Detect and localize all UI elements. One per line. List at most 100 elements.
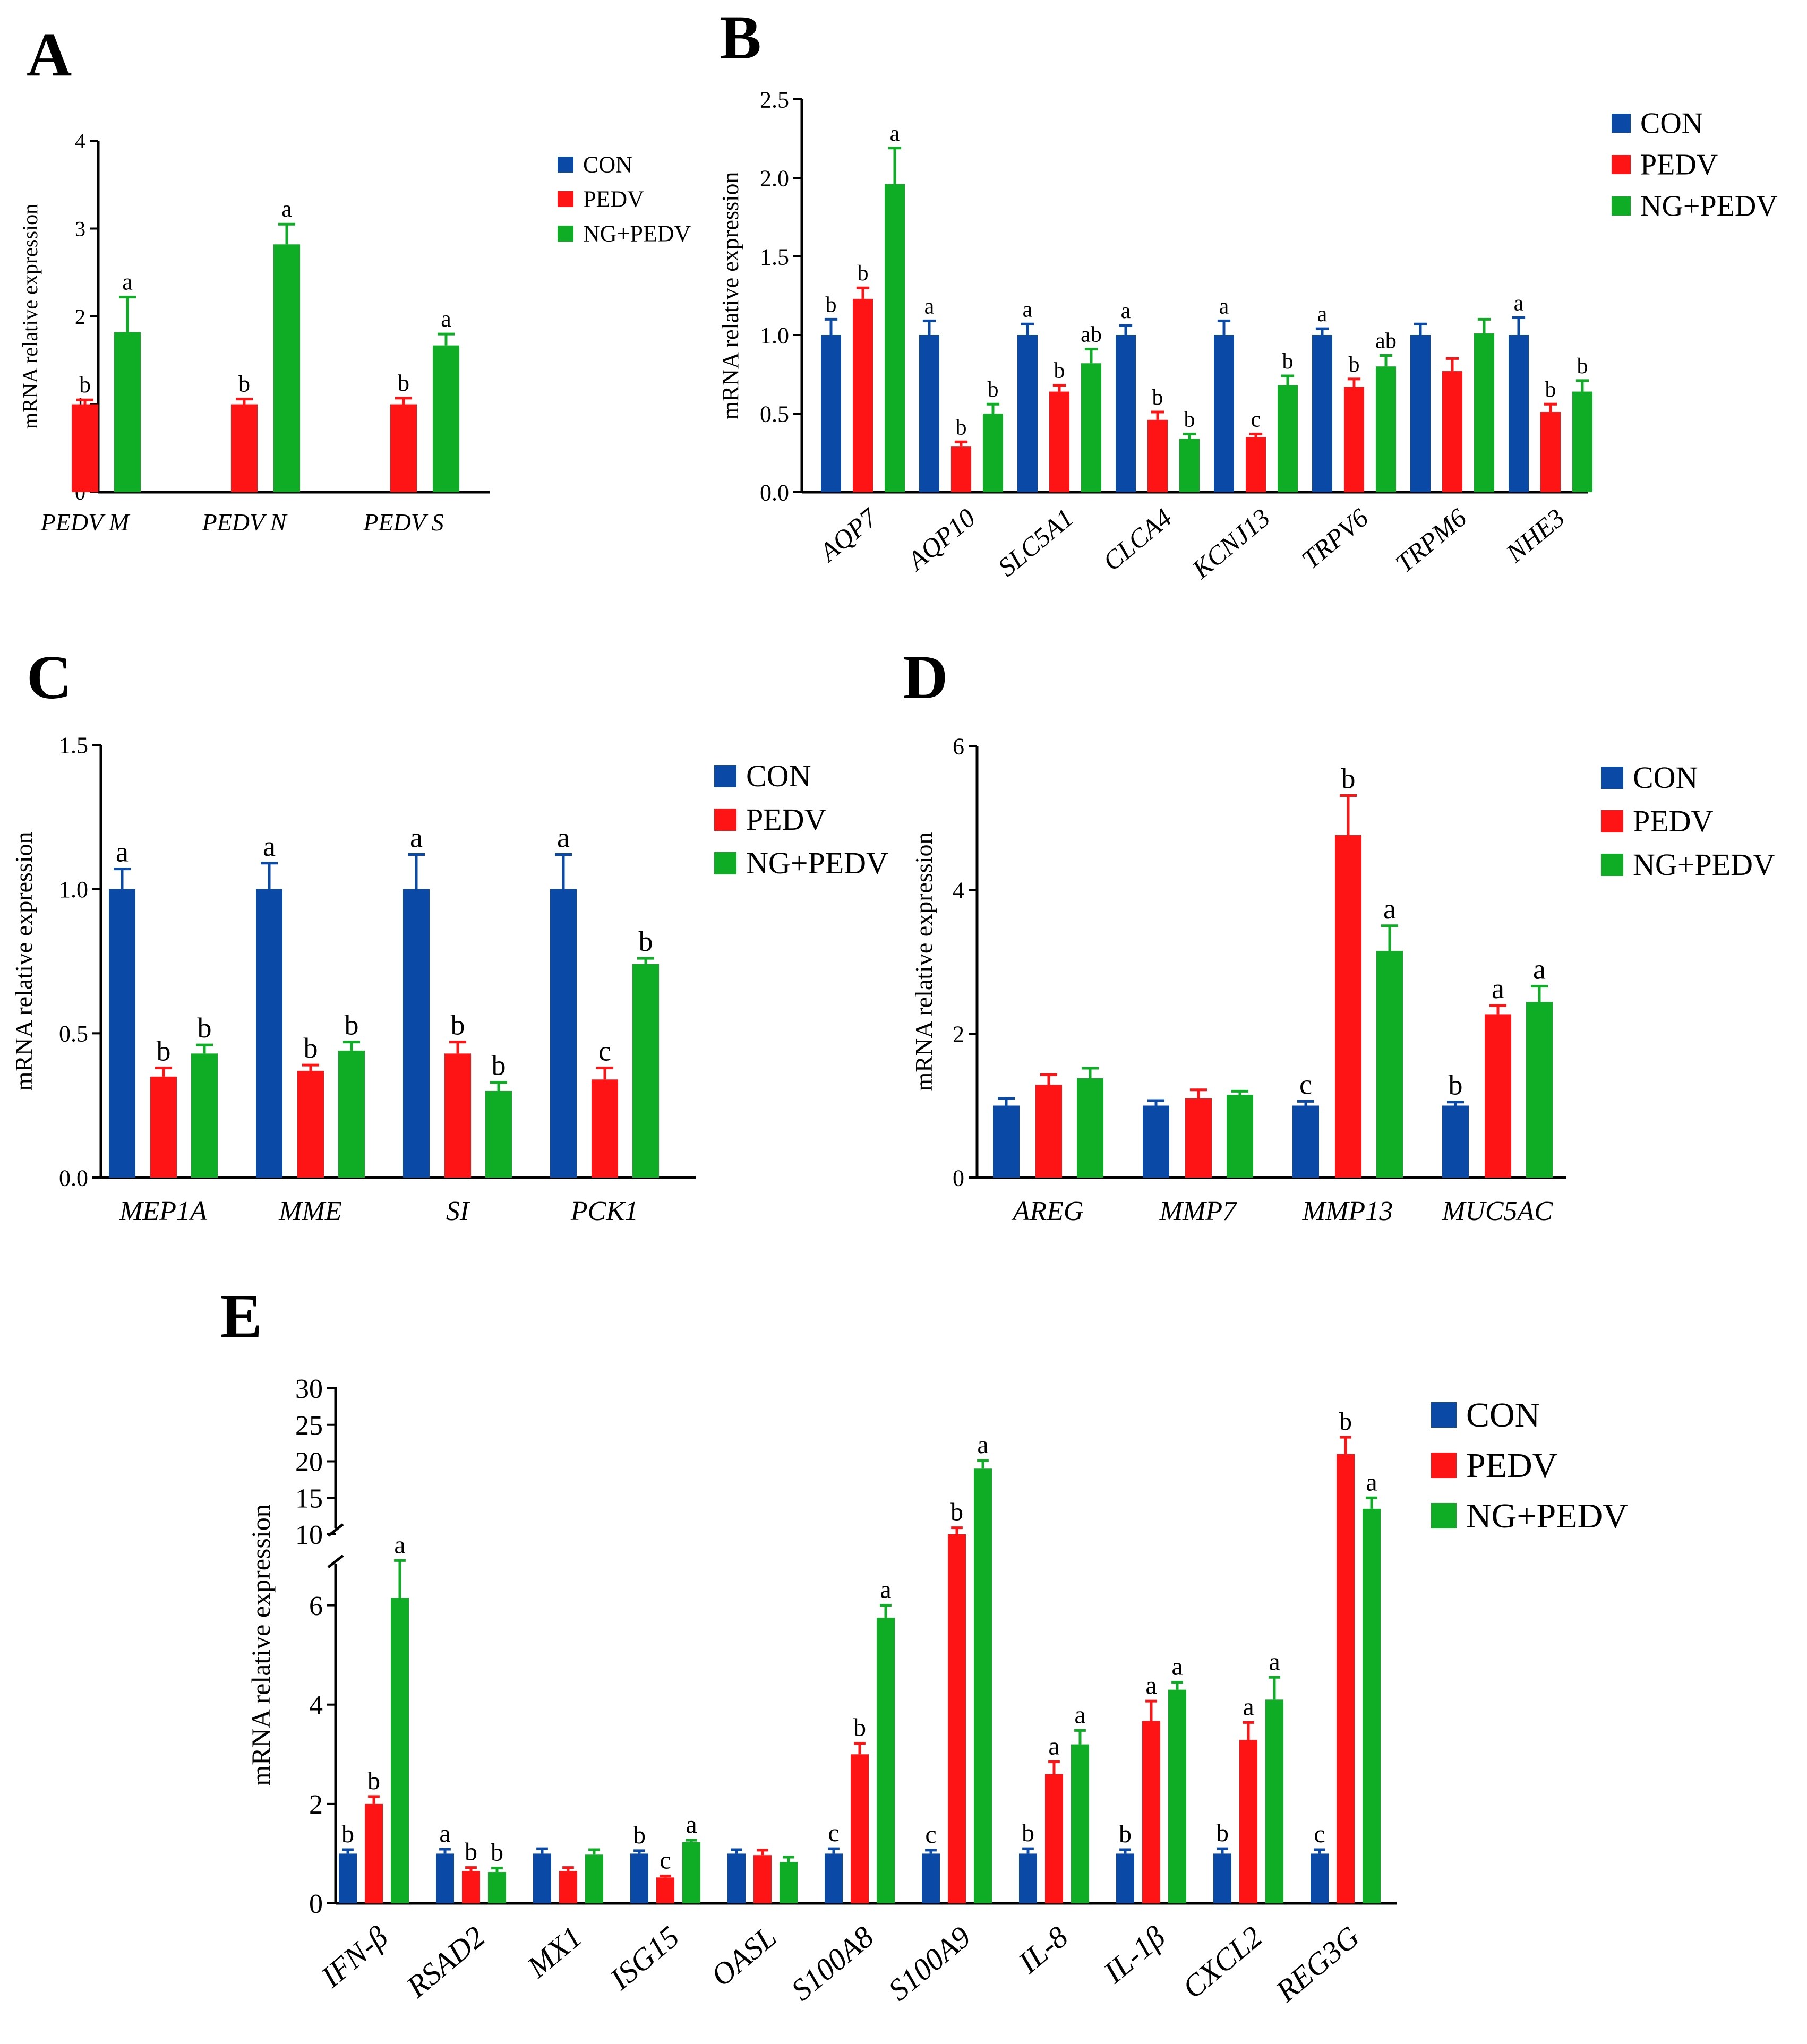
significance-label: b [1449, 1069, 1463, 1101]
y-tick-label: 20 [295, 1447, 323, 1478]
significance-label: a [1317, 302, 1328, 327]
bar [1485, 1014, 1511, 1178]
significance-label: b [1022, 1819, 1034, 1847]
bar [150, 1076, 177, 1178]
bar [585, 1854, 603, 1903]
x-tick-label: NHE3 [1500, 503, 1571, 569]
legend-label: CON [746, 759, 811, 793]
significance-label: c [1299, 1068, 1312, 1100]
y-tick-label: 4 [309, 1690, 323, 1721]
legend-label: NG+PEDV [583, 221, 691, 247]
bar [1311, 1853, 1329, 1903]
x-tick-label: CXCL2 [1176, 1919, 1269, 2005]
axis-break-mark [327, 1555, 344, 1568]
x-tick-label: PEDV M [40, 509, 131, 536]
bar [1312, 335, 1332, 492]
legend-label: CON [1640, 107, 1703, 140]
legend-label: NG+PEDV [1640, 190, 1778, 222]
significance-label: b [238, 371, 250, 397]
bar [339, 1853, 357, 1903]
bar [922, 1853, 940, 1903]
significance-label: b [1282, 349, 1294, 374]
bar [1077, 1078, 1103, 1178]
bar [1081, 363, 1101, 492]
significance-label: a [122, 269, 133, 295]
bar [1526, 1002, 1553, 1178]
bar [462, 1871, 480, 1903]
x-tick-label: KCNJ13 [1186, 503, 1275, 585]
bar [1116, 335, 1136, 492]
bar [948, 1534, 966, 1903]
x-tick-label: PEDV S [363, 509, 443, 536]
x-tick-label: IL-8 [1011, 1919, 1074, 1980]
bar [1509, 335, 1529, 492]
significance-label: b [1341, 762, 1356, 794]
significance-label: a [880, 1576, 891, 1604]
x-tick-label: MMP13 [1302, 1196, 1393, 1226]
bar [1227, 1095, 1253, 1178]
significance-label: a [1383, 893, 1396, 925]
significance-label: b [345, 1009, 359, 1041]
significance-label: b [1216, 1819, 1229, 1847]
bar [821, 335, 841, 492]
x-tick-label: AREG [1012, 1196, 1084, 1226]
bar [592, 1079, 618, 1178]
y-tick-label: 0 [309, 1889, 323, 1919]
bar [1214, 335, 1234, 492]
y-tick-label: 30 [295, 1374, 323, 1404]
bar [231, 404, 258, 492]
significance-label: b [492, 1050, 506, 1081]
bar [974, 1468, 992, 1903]
x-tick-label: S100A8 [784, 1919, 880, 2007]
x-tick-label: TRPM6 [1390, 503, 1472, 579]
significance-label: c [1314, 1820, 1325, 1848]
significance-label: b [79, 372, 91, 398]
bar [632, 964, 659, 1178]
significance-label: a [1023, 297, 1033, 322]
y-tick-label: 4 [953, 877, 964, 903]
legend-swatch [1431, 1453, 1457, 1478]
legend-label: PEDV [583, 186, 644, 212]
significance-label: b [341, 1820, 354, 1848]
significance-label: b [858, 261, 869, 286]
bar [1185, 1098, 1212, 1178]
bar [885, 184, 905, 493]
legend-swatch [558, 226, 573, 242]
significance-label: a [1492, 973, 1504, 1004]
y-tick-label: 1.5 [59, 732, 88, 758]
y-axis-label: mRNA relative expression [910, 832, 937, 1091]
bar [403, 889, 430, 1178]
significance-label: a [410, 821, 423, 853]
significance-label: b [853, 1714, 866, 1742]
significance-label: b [1054, 359, 1065, 383]
y-tick-label: 15 [295, 1483, 323, 1514]
bar [1335, 835, 1361, 1178]
significance-label: ab [1375, 329, 1397, 353]
bar [1278, 385, 1298, 492]
legend-swatch [1601, 810, 1623, 832]
x-tick-label: SI [446, 1196, 470, 1226]
significance-label: a [924, 294, 935, 319]
bar [919, 335, 939, 492]
bar [485, 1091, 512, 1178]
y-tick-label: 2 [75, 305, 85, 329]
significance-label: a [263, 830, 276, 862]
bar [630, 1853, 648, 1903]
legend-label: NG+PEDV [746, 846, 888, 880]
bar [1142, 1721, 1160, 1903]
significance-label: a [1121, 299, 1131, 323]
significance-label: b [157, 1035, 171, 1067]
bar [365, 1803, 383, 1903]
significance-label: a [394, 1531, 405, 1559]
y-tick-label: 1.0 [760, 322, 789, 348]
significance-label: a [1048, 1732, 1059, 1760]
significance-label: a [116, 836, 129, 868]
significance-label: a [1366, 1468, 1377, 1496]
legend-swatch [714, 809, 736, 831]
bar [1442, 1105, 1469, 1178]
bar [1572, 391, 1592, 492]
x-tick-label: AQP10 [901, 503, 981, 577]
bar [114, 332, 141, 492]
significance-label: b [956, 415, 967, 440]
significance-label: b [1339, 1407, 1352, 1436]
